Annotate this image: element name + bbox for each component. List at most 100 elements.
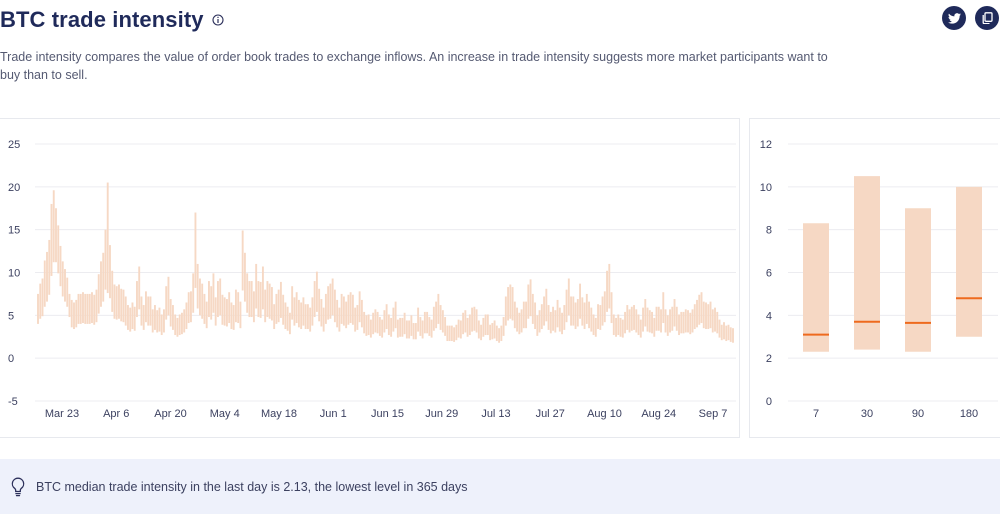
range-band-bar: [313, 281, 316, 318]
y-tick-label: 8: [766, 225, 772, 237]
range-band-bar: [230, 302, 233, 330]
range-band-bar: [450, 325, 453, 342]
range-band-bar: [498, 328, 501, 343]
range-band-bar: [273, 304, 276, 330]
range-band-bar: [414, 323, 417, 340]
range-band-bar: [214, 297, 217, 326]
range-band-bar: [55, 208, 57, 263]
x-tick-label: 30: [861, 408, 873, 420]
range-band-bar: [187, 292, 190, 324]
range-bar: [854, 176, 880, 350]
range-band-bar: [705, 302, 707, 330]
range-band-bar: [412, 323, 415, 340]
range-band-bar: [106, 182, 109, 294]
y-tick-label: 20: [8, 182, 20, 194]
page-title: BTC trade intensity: [0, 7, 204, 32]
range-band-bar: [79, 293, 82, 324]
range-band-bar: [599, 305, 602, 330]
range-band-bar: [594, 317, 597, 337]
range-band-bar: [239, 301, 242, 329]
range-band-bar: [190, 291, 192, 323]
range-band-bar: [651, 311, 653, 334]
range-band-bar: [201, 283, 204, 319]
range-band-bar: [223, 297, 226, 326]
range-band-bar: [477, 320, 480, 339]
range-band-bar: [221, 294, 224, 325]
range-band-bar: [646, 307, 649, 332]
range-band-bar: [529, 279, 532, 317]
range-band-bar: [351, 294, 354, 325]
range-band-bar: [601, 296, 604, 326]
range-band-bar: [154, 305, 156, 330]
range-band-bar: [212, 273, 215, 313]
range-band-bar: [241, 230, 244, 291]
range-band-bar: [637, 314, 640, 336]
info-icon[interactable]: [212, 14, 224, 26]
range-band-bar: [61, 261, 64, 297]
range-band-bar: [336, 299, 339, 328]
range-band-bar: [516, 307, 519, 332]
range-band-bar: [410, 315, 413, 336]
range-band-bar: [421, 320, 424, 339]
range-band-bar: [216, 281, 219, 318]
range-band-bar: [509, 284, 512, 319]
range-band-bar: [648, 310, 651, 333]
range-band-bar: [691, 309, 694, 333]
range-band-bar: [383, 310, 386, 333]
range-band-bar: [219, 278, 222, 316]
range-band-bar: [615, 317, 617, 337]
range-band-bar: [84, 293, 87, 324]
range-band-bar: [365, 315, 368, 336]
range-band-bar: [264, 289, 267, 323]
range-band-bar: [473, 306, 476, 331]
range-band-bar: [572, 296, 575, 326]
range-band-bar: [109, 245, 111, 299]
range-band-bar: [612, 314, 615, 336]
range-band-bar: [444, 317, 447, 336]
twitter-share-button[interactable]: [942, 6, 966, 30]
copy-icon: [982, 12, 993, 24]
range-band-bar: [644, 299, 647, 327]
trade-intensity-period-ranges[interactable]: 0 2 4 6 8 10 12 7 30 90 180: [750, 119, 1000, 437]
range-band-bar: [464, 310, 467, 333]
range-band-bar: [198, 278, 201, 316]
x-tick-label: May 18: [261, 408, 297, 420]
range-band-bar: [91, 292, 93, 324]
trade-intensity-time-series[interactable]: -5 0 5 10 15 20 25 Mar 23 Apr 6 Apr 20 May 4 May 18…: [0, 119, 739, 437]
copy-link-button[interactable]: [975, 6, 999, 30]
insight-footer: BTC median trade intensity in the last d…: [0, 459, 1000, 514]
range-band-bar: [86, 293, 89, 324]
range-band-bar: [682, 311, 685, 334]
range-band-bar: [183, 309, 186, 333]
range-band-bar: [270, 287, 273, 321]
range-band-bar: [192, 273, 195, 313]
range-band-bar: [495, 325, 498, 342]
x-tick-label: Jun 15: [371, 408, 404, 420]
range-band-bar: [606, 270, 608, 312]
range-band-bar: [603, 291, 606, 323]
range-band-bar: [378, 317, 381, 336]
range-band-bar: [552, 306, 555, 331]
range-band-bar: [367, 314, 370, 336]
range-band-bar: [408, 320, 411, 339]
range-band-bar: [237, 292, 240, 324]
range-band-bar: [275, 293, 278, 324]
range-band-bar: [446, 325, 449, 342]
y-tick-label: 0: [8, 353, 14, 365]
range-band-bar: [455, 324, 458, 341]
range-band-bar: [723, 322, 725, 340]
range-band-bar: [95, 289, 98, 323]
range-band-bar: [64, 269, 66, 302]
range-band-bar: [295, 292, 298, 324]
range-band-bar: [405, 320, 408, 339]
range-band-bar: [234, 289, 237, 323]
range-band-bar: [426, 311, 429, 334]
range-band-bar: [142, 305, 145, 330]
range-band-bar: [639, 319, 642, 338]
y-tick-label: 6: [766, 268, 772, 280]
range-band-bar: [172, 305, 174, 330]
range-band-bar: [133, 306, 136, 331]
range-band-bar: [252, 291, 255, 323]
range-band-bar: [538, 310, 541, 333]
side-chart-panel: 0 2 4 6 8 10 12 7 30 90 180: [749, 118, 1000, 438]
